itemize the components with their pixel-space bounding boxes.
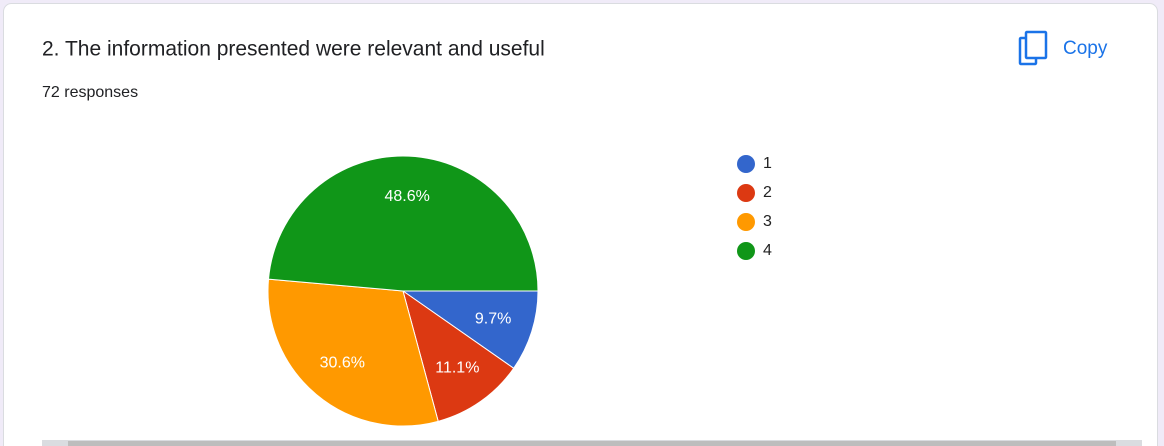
legend-label: 2: [763, 184, 772, 201]
data-label: 9.7%: [475, 311, 511, 328]
scrollbar-thumb[interactable]: [68, 441, 1116, 446]
legend-label: 3: [763, 213, 772, 230]
legend-label: 4: [763, 242, 772, 259]
legend-marker: [737, 242, 755, 260]
data-label: 48.6%: [384, 188, 429, 205]
legend-marker: [737, 184, 755, 202]
pie-slice: [267, 155, 539, 292]
data-label: 11.1%: [435, 360, 479, 377]
subtitle: 72 responses: [42, 84, 138, 101]
pie-slice: [401, 290, 539, 369]
copy-label[interactable]: Copy: [1063, 38, 1108, 59]
pie-slice: [267, 278, 439, 427]
legend-marker: [737, 155, 755, 173]
chart-title: 2. The information presented were releva…: [42, 38, 545, 61]
card: [3, 3, 1158, 446]
legend-marker: [737, 213, 755, 231]
pie-slice: [402, 289, 515, 422]
copy-icon: [1024, 30, 1048, 60]
copy-button[interactable]: Copy: [1018, 30, 1108, 66]
data-label: 30.6%: [320, 355, 365, 372]
legend-label: 1: [763, 155, 772, 172]
